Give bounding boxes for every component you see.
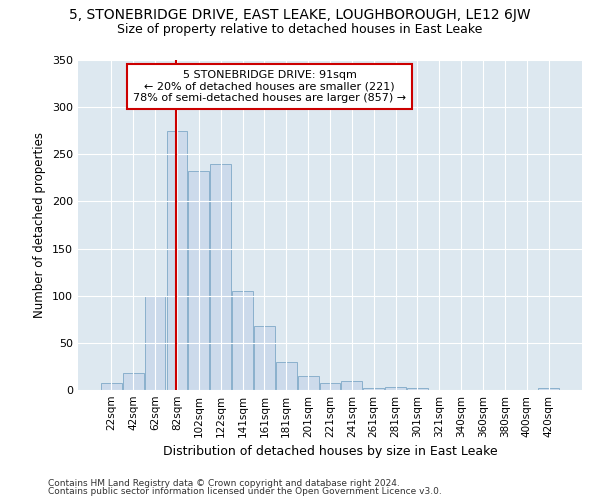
Bar [188,172,209,390]
Bar [145,296,166,390]
Bar [276,362,296,390]
X-axis label: Distribution of detached houses by size in East Leake: Distribution of detached houses by size … [163,446,497,458]
Bar [101,384,122,390]
Text: Contains HM Land Registry data © Crown copyright and database right 2024.: Contains HM Land Registry data © Crown c… [48,478,400,488]
Bar [364,388,384,390]
Bar [167,130,187,390]
Text: Size of property relative to detached houses in East Leake: Size of property relative to detached ho… [118,22,482,36]
Bar [341,380,362,390]
Bar [538,388,559,390]
Text: 5 STONEBRIDGE DRIVE: 91sqm
← 20% of detached houses are smaller (221)
78% of sem: 5 STONEBRIDGE DRIVE: 91sqm ← 20% of deta… [133,70,406,103]
Bar [210,164,231,390]
Text: Contains public sector information licensed under the Open Government Licence v3: Contains public sector information licen… [48,487,442,496]
Bar [254,326,275,390]
Bar [232,291,253,390]
Bar [298,376,319,390]
Bar [407,388,428,390]
Bar [123,373,143,390]
Text: 5, STONEBRIDGE DRIVE, EAST LEAKE, LOUGHBOROUGH, LE12 6JW: 5, STONEBRIDGE DRIVE, EAST LEAKE, LOUGHB… [69,8,531,22]
Bar [320,384,340,390]
Bar [385,387,406,390]
Y-axis label: Number of detached properties: Number of detached properties [34,132,46,318]
